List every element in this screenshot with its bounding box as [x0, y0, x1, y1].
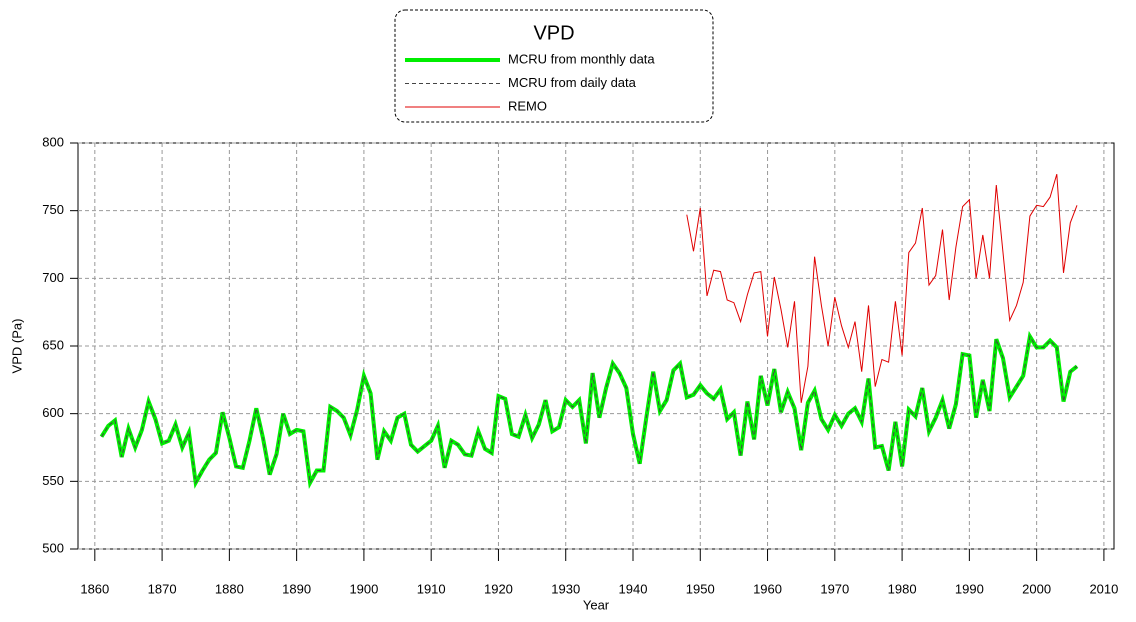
x-tick-label: 1870	[148, 581, 177, 596]
x-tick-label: 1930	[551, 581, 580, 596]
x-tick-label: 2010	[1089, 581, 1118, 596]
x-tick-label: 1980	[888, 581, 917, 596]
x-tick-label: 1910	[417, 581, 446, 596]
series-line	[99, 330, 1079, 490]
x-tick-label: 1970	[820, 581, 849, 596]
legend-box	[394, 9, 714, 123]
x-tick-label: 1890	[282, 581, 311, 596]
y-tick-label: 600	[42, 405, 64, 420]
x-tick-label: 1900	[349, 581, 378, 596]
y-tick-label: 800	[42, 134, 64, 149]
series-line	[686, 173, 1078, 403]
x-tick-label: 1880	[215, 581, 244, 596]
x-tick-label: 1860	[80, 581, 109, 596]
x-axis-label: Year	[583, 597, 610, 612]
series-line	[101, 335, 1078, 485]
y-tick-label: 500	[42, 540, 64, 555]
legend-label: MCRU from daily data	[508, 75, 637, 90]
legend-title: VPD	[533, 22, 574, 44]
y-axis-label: VPD (Pa)	[9, 319, 24, 374]
x-tick-label: 1950	[686, 581, 715, 596]
x-tick-label: 1990	[955, 581, 984, 596]
y-tick-label: 650	[42, 337, 64, 352]
x-tick-label: 1960	[753, 581, 782, 596]
x-tick-label: 1920	[484, 581, 513, 596]
y-tick-label: 750	[42, 202, 64, 217]
y-tick-label: 700	[42, 270, 64, 285]
y-tick-label: 550	[42, 473, 64, 488]
x-tick-label: 1940	[619, 581, 648, 596]
x-tick-label: 2000	[1022, 581, 1051, 596]
legend-label: REMO	[508, 98, 547, 113]
legend-label: MCRU from monthly data	[508, 51, 655, 66]
